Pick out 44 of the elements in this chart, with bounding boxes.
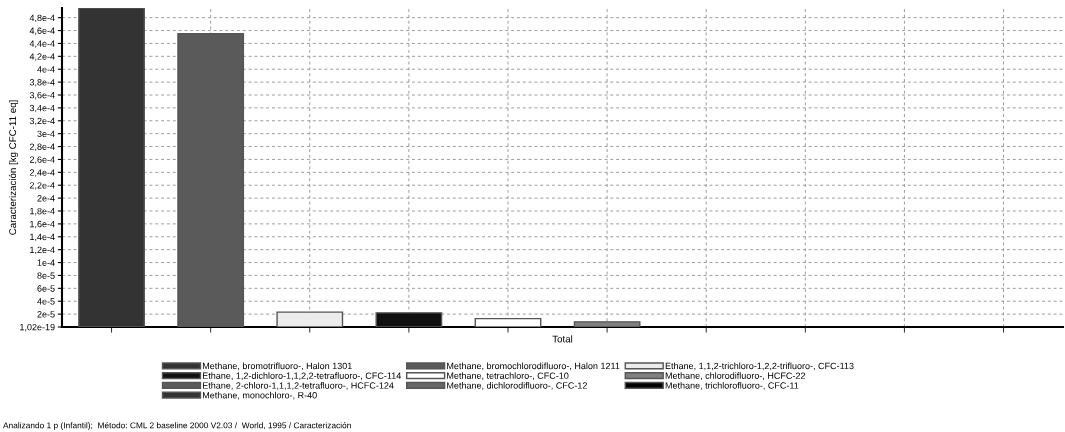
y-tick-label: 1,8e-4	[30, 207, 55, 216]
legend-label: Methane, chlorodifluoro-, HCFC-22	[665, 372, 806, 380]
y-tick-label: 2e-4	[37, 195, 55, 202]
y-tick-label: 2,2e-4	[29, 182, 55, 190]
text: Analizando 1 p (Infantil); Método: CML 2 baseline 2000 V2.03 / World, 1995 / Caracterización	[3, 422, 351, 430]
legend-label: Methane, dichlorodifluoro-, CFC-12	[447, 382, 587, 390]
y-tick-label: 2,8e-4	[29, 143, 55, 151]
legend-label: Ethane, 1,1,2-trichloro-1,2,2-trifluoro-, CFC-113	[665, 362, 854, 371]
y-tick-label: 1e-4	[37, 259, 55, 266]
x-tick-label: Total	[552, 335, 573, 343]
y-tick-label: 2,4e-4	[29, 169, 55, 177]
y-tick-label: 2,6e-4	[29, 156, 55, 164]
y-tick-label: 6e-5	[37, 285, 55, 292]
bar	[177, 33, 245, 327]
legend-label: Methane, tetrachloro-, CFC-10	[447, 372, 569, 380]
y-tick-label: 3,6e-4	[29, 91, 55, 100]
legend-label: Ethane, 2-chloro-1,1,1,2-tetrafluoro-, HCFC-124	[202, 382, 394, 390]
legend-label: Methane, trichlorofluoro-, CFC-11	[665, 382, 799, 390]
y-tick-label: 3,2e-4	[29, 117, 55, 126]
legend-label: Methane, monochloro-, R-40	[202, 391, 317, 400]
y-tick-label: 4,6e-4	[29, 27, 55, 35]
y-tick-label: 1,2e-4	[30, 246, 55, 255]
y-tick-label: 1,4e-4	[30, 233, 55, 242]
bar	[573, 321, 641, 327]
y-tick-label: 3,8e-4	[29, 79, 55, 87]
bar	[276, 311, 344, 327]
y-tick-label: 3e-4	[37, 130, 55, 138]
y-tick-label: 2e-5	[37, 311, 55, 318]
y-tick-label: 1,02e-19	[20, 323, 55, 332]
y-tick-label: 4,2e-4	[29, 53, 55, 61]
y-tick-label: 4e-5	[37, 298, 55, 305]
bar	[78, 8, 145, 327]
legend-label: Methane, bromochlorodifluoro-, Halon 1211	[447, 362, 620, 371]
y-axis-title: Caracterización [kg CFC-11 eq]	[8, 100, 19, 235]
y-tick-label: 4,8e-4	[29, 14, 55, 23]
y-tick-label: 1,6e-4	[30, 220, 55, 229]
bar	[474, 317, 542, 327]
bar	[375, 312, 443, 327]
y-tick-label: 4,4e-4	[29, 40, 55, 48]
legend-label: Methane, bromotrifluoro-, Halon 1301	[202, 362, 352, 371]
y-tick-label: 3,4e-4	[29, 104, 55, 113]
y-tick-label: 4e-4	[37, 66, 55, 73]
legend-label: Ethane, 1,2-dichloro-1,1,2,2-tetrafluoro-, CFC-114	[202, 372, 402, 380]
y-tick-label: 8e-5	[37, 272, 55, 279]
